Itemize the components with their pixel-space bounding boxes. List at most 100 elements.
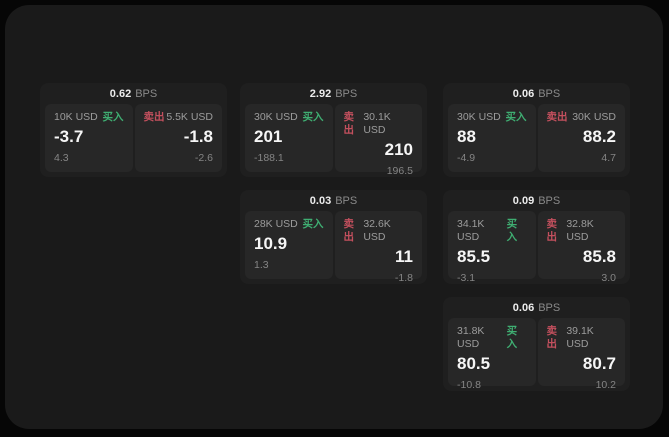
bps-value: 0.06	[512, 87, 535, 100]
sell-price: -1.8	[183, 127, 213, 146]
bps-unit-label: BPS	[135, 87, 158, 100]
sell-label: 卖出	[546, 218, 558, 243]
buy-price: 10.9	[254, 234, 288, 253]
buy-amount: 10K USD	[54, 111, 98, 123]
buy-panel[interactable]: 10K USD 买入 -3.7 4.3	[45, 104, 133, 172]
quote-card-4: 0.03 BPS 28K USD 买入 10.9 1.3 卖出 32.6K US…	[240, 190, 427, 284]
card-header: 0.06 BPS	[443, 297, 630, 318]
bps-value: 0.62	[109, 87, 132, 100]
quote-card-3: 0.06 BPS 30K USD 买入 88 -4.9 卖出 30K USD 8…	[443, 83, 630, 177]
quote-card-6: 0.06 BPS 31.8K USD 买入 80.5 -10.8 卖出 39.1…	[443, 297, 630, 391]
sell-panel[interactable]: 卖出 39.1K USD 80.7 10.2	[537, 318, 625, 391]
quote-panels: 30K USD 买入 88 -4.9 卖出 30K USD 88.2 4.7	[443, 104, 630, 172]
bps-value: 2.92	[309, 87, 332, 100]
sell-panel-top: 卖出 30K USD	[547, 111, 617, 124]
buy-label: 买入	[302, 111, 324, 123]
buy-panel-top: 10K USD 买入	[54, 111, 124, 124]
buy-price: -3.7	[54, 127, 84, 146]
bps-unit-label: BPS	[335, 87, 358, 100]
buy-panel-top: 30K USD 买入	[254, 111, 324, 124]
sell-change: 10.2	[595, 379, 616, 391]
sell-price: 11	[395, 247, 413, 266]
sell-panel[interactable]: 卖出 32.6K USD 11 -1.8	[334, 211, 422, 284]
sell-label: 卖出	[546, 111, 568, 123]
buy-amount: 31.8K USD	[457, 325, 485, 350]
quote-panels: 31.8K USD 买入 80.5 -10.8 卖出 39.1K USD 80.…	[443, 318, 630, 391]
buy-label: 买入	[505, 111, 527, 123]
buy-label: 买入	[506, 325, 518, 350]
sell-change: 3.0	[601, 272, 616, 284]
buy-panel-top: 31.8K USD 买入	[457, 325, 527, 351]
buy-panel[interactable]: 28K USD 买入 10.9 1.3	[245, 211, 333, 279]
sell-panel[interactable]: 卖出 30K USD 88.2 4.7	[537, 104, 625, 172]
quote-panels: 28K USD 买入 10.9 1.3 卖出 32.6K USD 11 -1.8	[240, 211, 427, 284]
card-header: 2.92 BPS	[240, 83, 427, 104]
buy-panel-top: 30K USD 买入	[457, 111, 527, 124]
buy-change: -188.1	[254, 152, 284, 164]
buy-amount: 34.1K USD	[457, 218, 485, 243]
buy-change: -10.8	[457, 379, 481, 391]
sell-change: -2.6	[194, 152, 213, 164]
sell-panel-top: 卖出 39.1K USD	[547, 325, 617, 351]
sell-panel[interactable]: 卖出 5.5K USD -1.8 -2.6	[134, 104, 222, 172]
bps-unit-label: BPS	[538, 194, 561, 207]
buy-change: -3.1	[457, 272, 476, 284]
sell-amount: 32.8K USD	[566, 218, 594, 243]
sell-label: 卖出	[343, 111, 355, 136]
buy-change: 1.3	[254, 259, 269, 271]
sell-amount: 5.5K USD	[166, 111, 213, 123]
buy-panel-top: 34.1K USD 买入	[457, 218, 527, 244]
buy-price: 85.5	[457, 247, 491, 266]
quote-panels: 10K USD 买入 -3.7 4.3 卖出 5.5K USD -1.8 -2.…	[40, 104, 227, 172]
card-header: 0.62 BPS	[40, 83, 227, 104]
bps-unit-label: BPS	[538, 301, 561, 314]
buy-change: -4.9	[457, 152, 476, 164]
buy-amount: 30K USD	[457, 111, 501, 123]
buy-price: 201	[254, 127, 283, 146]
sell-panel-top: 卖出 32.8K USD	[547, 218, 617, 244]
sell-amount: 30.1K USD	[363, 111, 391, 136]
buy-panel-top: 28K USD 买入	[254, 218, 324, 231]
sell-panel-top: 卖出 30.1K USD	[344, 111, 414, 137]
sell-change: -1.8	[394, 272, 413, 284]
buy-price: 88	[457, 127, 476, 146]
buy-amount: 28K USD	[254, 218, 298, 230]
bps-unit-label: BPS	[335, 194, 358, 207]
buy-amount: 30K USD	[254, 111, 298, 123]
sell-panel[interactable]: 卖出 30.1K USD 210 196.5	[334, 104, 422, 177]
sell-panel-top: 卖出 32.6K USD	[344, 218, 414, 244]
app-window: 0.62 BPS 10K USD 买入 -3.7 4.3 卖出 5.5K USD…	[5, 5, 663, 429]
sell-price: 210	[384, 140, 413, 159]
buy-panel[interactable]: 30K USD 买入 88 -4.9	[448, 104, 536, 172]
sell-price: 85.8	[582, 247, 616, 266]
buy-label: 买入	[506, 218, 518, 243]
buy-label: 买入	[302, 218, 324, 230]
buy-price: 80.5	[457, 354, 491, 373]
bps-unit-label: BPS	[538, 87, 561, 100]
sell-price: 80.7	[582, 354, 616, 373]
quote-card-1: 0.62 BPS 10K USD 买入 -3.7 4.3 卖出 5.5K USD…	[40, 83, 227, 177]
card-header: 0.06 BPS	[443, 83, 630, 104]
sell-label: 卖出	[546, 325, 558, 350]
sell-amount: 39.1K USD	[566, 325, 594, 350]
sell-label: 卖出	[343, 218, 355, 243]
sell-amount: 32.6K USD	[363, 218, 391, 243]
bps-value: 0.06	[512, 301, 535, 314]
sell-panel[interactable]: 卖出 32.8K USD 85.8 3.0	[537, 211, 625, 284]
buy-panel[interactable]: 30K USD 买入 201 -188.1	[245, 104, 333, 172]
sell-change: 4.7	[601, 152, 616, 164]
card-header: 0.09 BPS	[443, 190, 630, 211]
quote-card-5: 0.09 BPS 34.1K USD 买入 85.5 -3.1 卖出 32.8K…	[443, 190, 630, 284]
bps-value: 0.09	[512, 194, 535, 207]
sell-price: 88.2	[582, 127, 616, 146]
buy-panel[interactable]: 34.1K USD 买入 85.5 -3.1	[448, 211, 536, 284]
quote-card-2: 2.92 BPS 30K USD 买入 201 -188.1 卖出 30.1K …	[240, 83, 427, 177]
buy-label: 买入	[102, 111, 124, 123]
sell-panel-top: 卖出 5.5K USD	[144, 111, 214, 124]
quote-panels: 34.1K USD 买入 85.5 -3.1 卖出 32.8K USD 85.8…	[443, 211, 630, 284]
quote-panels: 30K USD 买入 201 -188.1 卖出 30.1K USD 210 1…	[240, 104, 427, 177]
sell-amount: 30K USD	[572, 111, 616, 123]
buy-change: 4.3	[54, 152, 69, 164]
bps-value: 0.03	[309, 194, 332, 207]
buy-panel[interactable]: 31.8K USD 买入 80.5 -10.8	[448, 318, 536, 391]
